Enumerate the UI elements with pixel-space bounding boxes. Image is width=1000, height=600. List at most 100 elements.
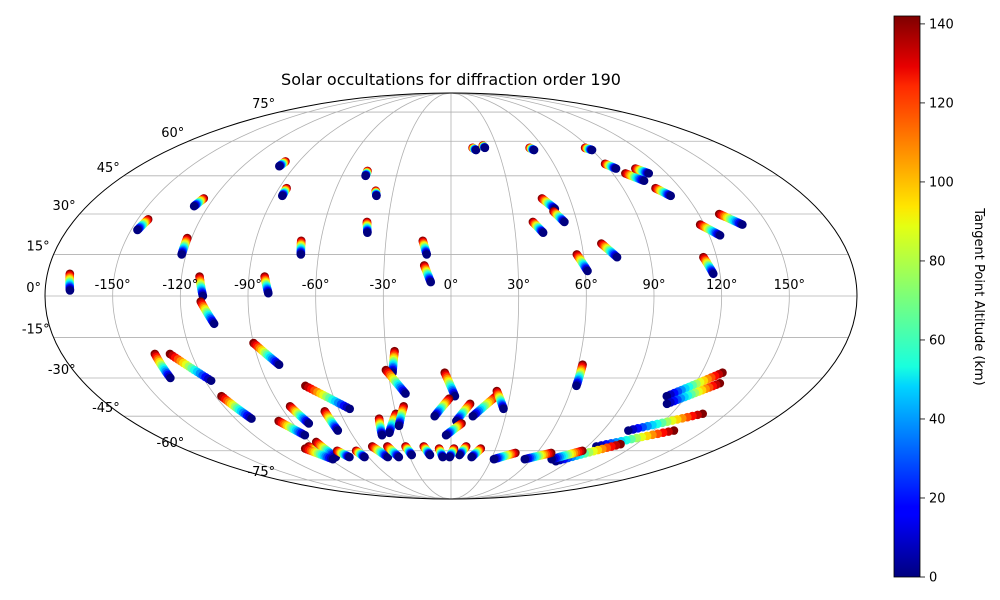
occultation-track <box>383 442 404 462</box>
lat-tick-label: -45° <box>92 401 120 416</box>
track-point <box>247 414 256 423</box>
lon-tick-label: 120° <box>706 278 737 293</box>
track-point <box>277 191 287 201</box>
track-point <box>383 452 393 462</box>
track-point <box>401 389 410 398</box>
track-point <box>206 376 216 385</box>
lat-tick-label: 45° <box>97 161 120 176</box>
track-point <box>572 381 581 391</box>
colorbar-tick-label: 140 <box>929 17 954 32</box>
occultation-track <box>301 381 355 414</box>
meridian-line <box>112 92 452 500</box>
occultation-track <box>275 157 290 171</box>
occultation-track <box>549 207 569 227</box>
occultation-track <box>631 164 654 178</box>
occultation-track <box>361 166 372 181</box>
occultation-track <box>332 446 354 462</box>
lon-tick-label: -90° <box>234 278 262 293</box>
lon-tick-label: 30° <box>507 278 530 293</box>
occultation-track <box>662 378 725 409</box>
occultation-track <box>177 233 192 259</box>
track-point <box>407 450 417 460</box>
meridian-line <box>450 92 723 500</box>
occultation-track <box>418 236 432 259</box>
track-point <box>480 143 490 153</box>
track-point <box>666 191 676 201</box>
track-point <box>560 217 569 227</box>
track-point <box>372 191 381 201</box>
occultation-track <box>277 183 291 201</box>
track-point <box>304 419 314 428</box>
occultation-track <box>651 183 676 201</box>
lon-tick-label: 60° <box>575 278 598 293</box>
map-boundary <box>44 92 858 500</box>
occultation-track <box>401 442 417 460</box>
colorbar-gradient <box>893 15 921 578</box>
occultation-track <box>381 365 410 398</box>
occultation-track <box>520 448 556 464</box>
colorbar-tick-label: 120 <box>929 96 954 111</box>
track-point <box>715 231 725 240</box>
occultation-track <box>580 143 597 155</box>
occultation-track <box>362 217 372 237</box>
occultation-track <box>467 444 486 462</box>
occultation-track <box>65 269 75 295</box>
colorbar-tick-label: 0 <box>929 571 937 586</box>
occultation-track <box>367 442 393 462</box>
occultation-track <box>572 360 587 391</box>
lon-tick-label: 90° <box>642 278 665 293</box>
colorbar: 0 20 40 60 80 100 120 140 Tangent Point Altitud… <box>893 15 986 586</box>
lat-tick-label: 0° <box>26 281 41 296</box>
occultation-track <box>419 442 435 460</box>
track-point <box>499 404 508 414</box>
track-point <box>430 411 439 421</box>
occultation-track <box>195 272 208 301</box>
track-point <box>133 225 142 235</box>
colorbar-tick-label: 80 <box>929 254 946 269</box>
track-point <box>360 452 369 462</box>
occultation-track <box>165 349 216 385</box>
occultation-track <box>478 141 490 153</box>
colorbar-ticks: 0 20 40 60 80 100 120 140 <box>920 17 954 586</box>
track-point <box>612 252 622 262</box>
occultation-track <box>714 209 747 229</box>
lon-tick-label: -120° <box>162 278 198 293</box>
track-point <box>662 391 672 401</box>
tracks-layer <box>65 141 747 466</box>
occultation-track <box>394 402 408 431</box>
track-point <box>363 228 372 237</box>
occultation-track <box>351 446 369 462</box>
track-point <box>738 220 747 229</box>
occultation-track <box>572 250 592 276</box>
colorbar-tick-label: 20 <box>929 491 946 506</box>
occultation-track <box>445 444 459 462</box>
occultation-track <box>249 338 284 370</box>
track-point <box>209 319 219 329</box>
track-point <box>300 430 310 440</box>
occultation-track <box>624 409 708 435</box>
track-point <box>639 176 649 186</box>
track-point <box>441 430 451 440</box>
track-point <box>644 169 654 178</box>
occultation-track <box>468 143 481 155</box>
track-point <box>489 454 499 464</box>
occultation-track <box>662 368 727 401</box>
track-point <box>296 250 306 259</box>
lat-tick-label: -30° <box>48 363 76 378</box>
track-point <box>471 145 481 155</box>
meridian-line <box>315 92 452 500</box>
occultation-track <box>699 252 718 279</box>
track-point <box>361 171 370 181</box>
occultation-track <box>525 143 539 155</box>
track-point <box>529 145 539 155</box>
lat-tick-label: 30° <box>53 199 76 214</box>
occultation-track <box>430 394 454 421</box>
occultation-track <box>189 194 209 211</box>
track-point <box>538 228 548 237</box>
lat-tick-label: 15° <box>27 239 50 254</box>
track-point <box>709 269 718 279</box>
track-point <box>394 421 404 431</box>
track-point <box>328 454 338 464</box>
lon-tick-label: 150° <box>774 278 805 293</box>
